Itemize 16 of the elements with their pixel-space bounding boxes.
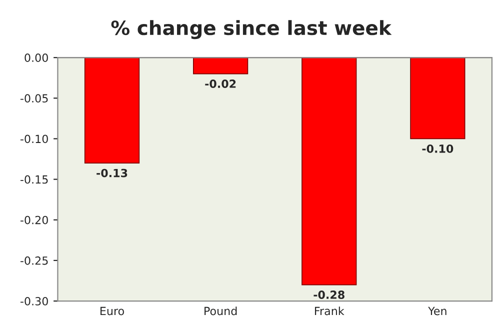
data-label: -0.13 [96,168,128,178]
x-tick-label: Frank [314,306,344,316]
x-tick-label: Euro [100,306,124,316]
x-tick-label: Pound [204,306,237,316]
y-tick-label: 0.00 [24,54,48,62]
x-tick-label: Yen [428,306,446,316]
data-label: -0.10 [422,144,454,153]
y-tick-label: -0.10 [20,134,48,144]
y-tick-label: -0.20 [20,216,48,224]
data-label: -0.02 [205,80,236,88]
chart-title: % change since last week [111,20,392,40]
y-tick-label: -0.30 [20,297,48,306]
y-tick-label: -0.25 [20,256,48,265]
y-tick-label: -0.05 [20,94,48,103]
data-label: -0.28 [314,290,344,299]
y-tick-label: -0.15 [20,175,48,184]
